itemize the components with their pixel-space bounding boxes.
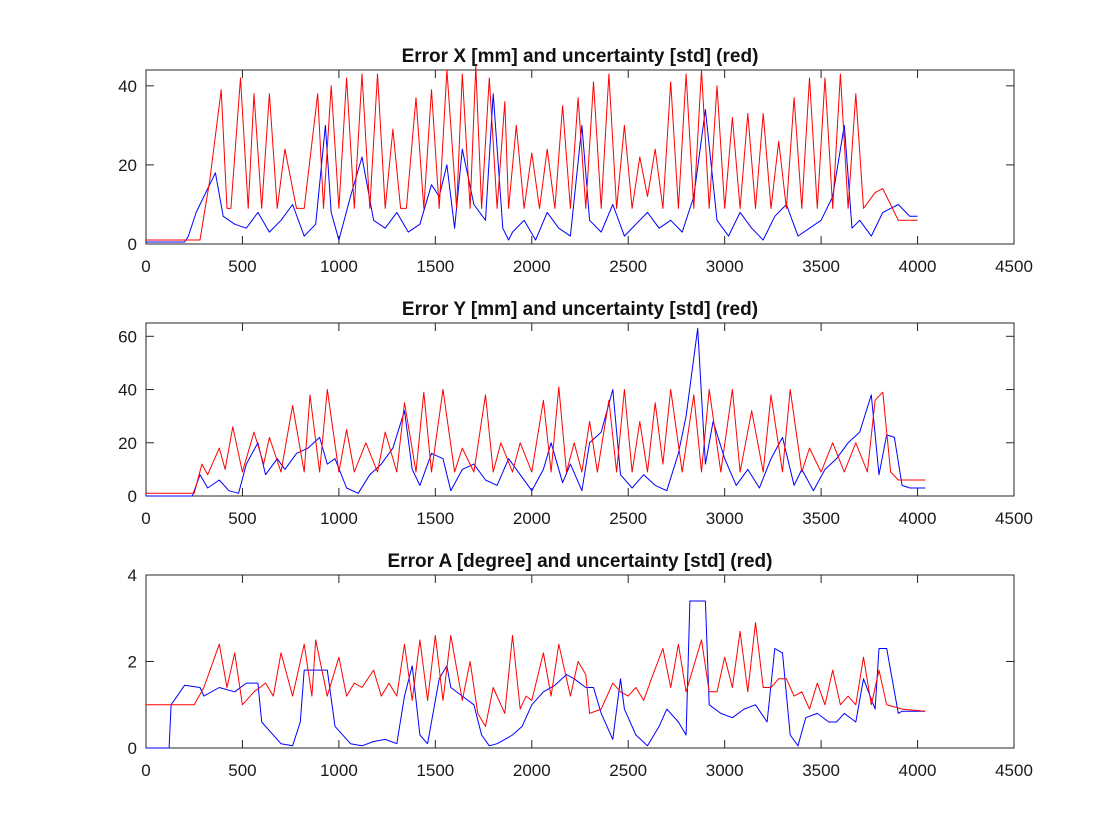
- chart-title: Error Y [mm] and uncertainty [std] (red): [402, 299, 758, 320]
- x-tick-label: 4000: [899, 257, 937, 276]
- x-tick-label: 2000: [513, 761, 551, 780]
- axes-box: [145, 69, 1015, 245]
- x-tick-label: 0: [141, 509, 150, 528]
- y-tick-label: 20: [118, 156, 137, 175]
- x-tick-label: 4500: [995, 257, 1033, 276]
- x-tick-label: 3500: [802, 257, 840, 276]
- x-tick-label: 2000: [513, 509, 551, 528]
- x-tick-label: 0: [141, 761, 150, 780]
- panel-error-x: Error X [mm] and uncertainty [std] (red)…: [118, 46, 1033, 276]
- y-tick-label: 0: [128, 739, 137, 758]
- x-tick-label: 1500: [416, 257, 454, 276]
- x-tick-label: 2500: [609, 257, 647, 276]
- x-tick-label: 2000: [513, 257, 551, 276]
- x-tick-label: 500: [228, 257, 256, 276]
- y-tick-label: 40: [118, 77, 137, 96]
- axes-box: [145, 574, 1015, 749]
- error-line: [146, 93, 918, 243]
- chart-title: Error A [degree] and uncertainty [std] (…: [388, 551, 773, 572]
- y-tick-label: 2: [128, 653, 137, 672]
- y-tick-label: 0: [128, 235, 137, 254]
- uncertainty-line: [146, 65, 918, 241]
- x-tick-label: 3000: [706, 761, 744, 780]
- x-tick-label: 2500: [609, 761, 647, 780]
- y-tick-label: 40: [118, 381, 137, 400]
- x-tick-label: 1000: [320, 509, 358, 528]
- chart-title: Error X [mm] and uncertainty [std] (red): [402, 46, 759, 67]
- uncertainty-line: [146, 386, 926, 494]
- x-tick-label: 1500: [416, 509, 454, 528]
- x-tick-label: 3000: [706, 257, 744, 276]
- y-tick-label: 4: [128, 566, 137, 585]
- x-tick-label: 1500: [416, 761, 454, 780]
- x-tick-label: 4000: [899, 761, 937, 780]
- x-tick-label: 3000: [706, 509, 744, 528]
- x-tick-label: 0: [141, 257, 150, 276]
- y-tick-label: 60: [118, 327, 137, 346]
- x-tick-label: 4500: [995, 761, 1033, 780]
- x-tick-label: 1000: [320, 257, 358, 276]
- x-tick-label: 3500: [802, 509, 840, 528]
- panel-error-a: Error A [degree] and uncertainty [std] (…: [128, 551, 1033, 780]
- x-tick-label: 4500: [995, 509, 1033, 528]
- x-tick-label: 500: [228, 761, 256, 780]
- panel-error-y: Error Y [mm] and uncertainty [std] (red)…: [118, 299, 1033, 528]
- x-tick-label: 1000: [320, 761, 358, 780]
- axes-box: [145, 322, 1015, 497]
- y-tick-label: 0: [128, 487, 137, 506]
- x-tick-label: 2500: [609, 509, 647, 528]
- x-tick-label: 4000: [899, 509, 937, 528]
- uncertainty-line: [146, 622, 926, 727]
- error-line: [146, 600, 926, 749]
- y-tick-label: 20: [118, 434, 137, 453]
- x-tick-label: 500: [228, 509, 256, 528]
- x-tick-label: 3500: [802, 761, 840, 780]
